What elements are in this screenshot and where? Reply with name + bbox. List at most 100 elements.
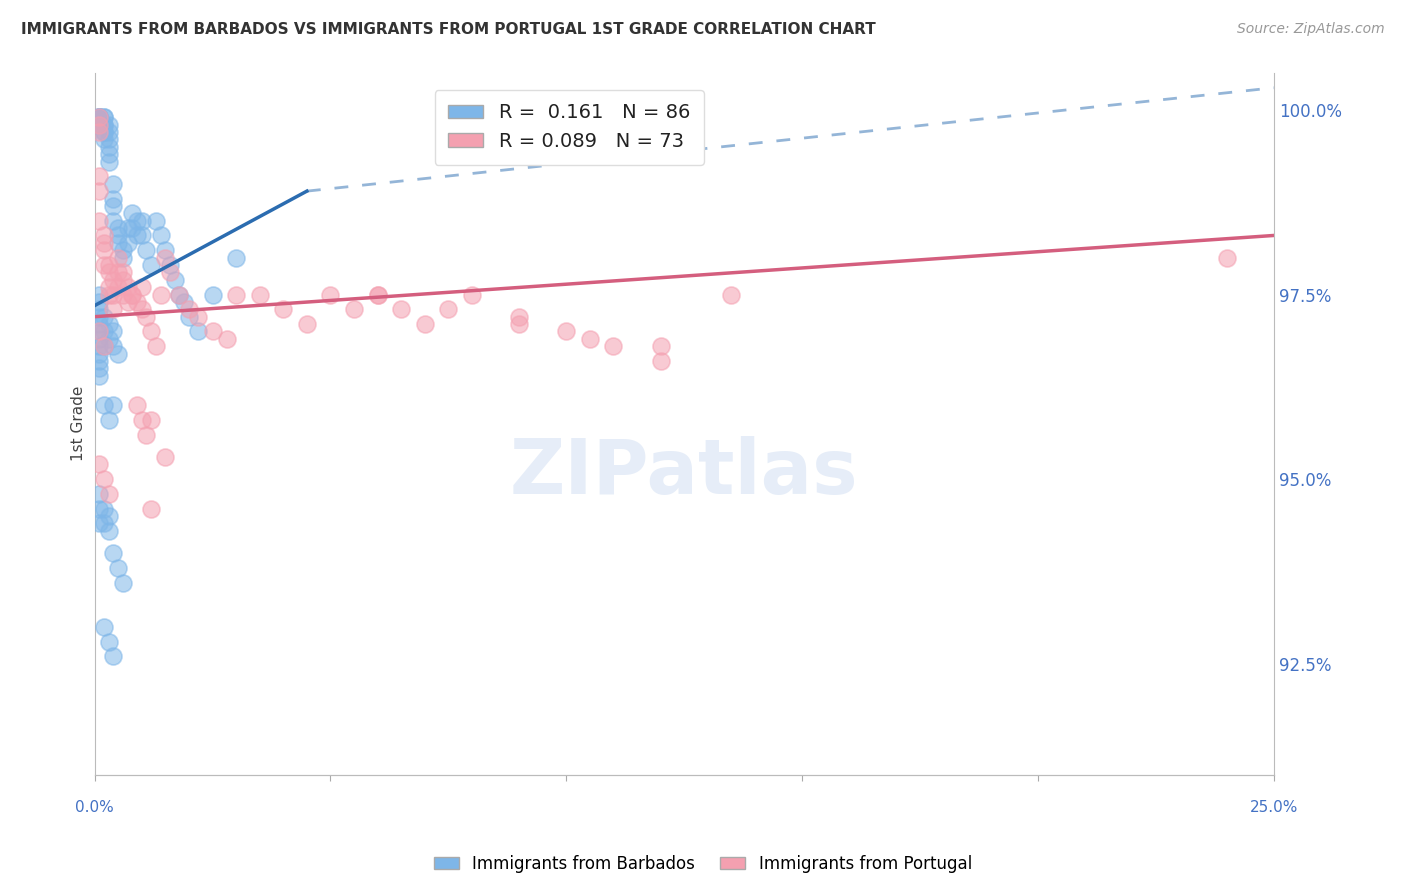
Point (93, 132, 115, 146)
Point (89, 346, 111, 360)
Point (89, 118, 111, 132)
Point (93, 125, 115, 139)
Point (93, 325, 115, 339)
Point (117, 221, 139, 235)
Point (111, 273, 134, 287)
Point (97, 132, 120, 146)
Point (145, 339, 167, 353)
Point (169, 287, 191, 301)
Point (121, 206, 143, 220)
Point (389, 302, 412, 317)
Point (93, 244, 115, 258)
Point (461, 287, 484, 301)
Point (131, 302, 153, 317)
Point (97, 287, 120, 301)
Point (89, 110, 111, 124)
Point (159, 258, 181, 272)
Point (97, 524, 120, 538)
Point (93, 620, 115, 634)
Point (93, 258, 115, 272)
Point (159, 265, 181, 279)
Point (93, 118, 115, 132)
Point (135, 310, 157, 324)
Point (89, 354, 111, 368)
Point (103, 287, 125, 301)
Point (155, 450, 177, 464)
Point (103, 213, 125, 227)
Point (89, 213, 111, 227)
Point (131, 280, 153, 294)
Point (163, 273, 186, 287)
Point (89, 169, 111, 184)
Text: 0.0%: 0.0% (75, 799, 114, 814)
Point (89, 110, 111, 124)
Legend: Immigrants from Barbados, Immigrants from Portugal: Immigrants from Barbados, Immigrants fro… (427, 848, 979, 880)
Point (131, 413, 153, 427)
Point (111, 575, 134, 590)
Point (97, 487, 120, 501)
Text: Source: ZipAtlas.com: Source: ZipAtlas.com (1237, 22, 1385, 37)
Point (343, 302, 366, 317)
Point (579, 332, 602, 346)
Text: ZIPatlas: ZIPatlas (510, 436, 859, 510)
Point (249, 287, 271, 301)
Point (97, 140, 120, 154)
Point (225, 251, 247, 265)
Point (155, 251, 177, 265)
Point (93, 501, 115, 516)
Point (508, 317, 530, 331)
Point (107, 561, 129, 575)
Point (93, 516, 115, 531)
Point (89, 317, 111, 331)
Point (89, 368, 111, 383)
Point (89, 110, 111, 124)
Point (650, 339, 672, 353)
Point (111, 244, 134, 258)
Point (145, 213, 167, 227)
Point (97, 280, 120, 294)
Point (295, 317, 318, 331)
Point (602, 339, 624, 353)
Point (103, 302, 125, 317)
Point (93, 125, 115, 139)
Point (93, 235, 115, 250)
Point (131, 213, 153, 227)
Point (121, 287, 143, 301)
Point (89, 325, 111, 339)
Text: IMMIGRANTS FROM BARBADOS VS IMMIGRANTS FROM PORTUGAL 1ST GRADE CORRELATION CHART: IMMIGRANTS FROM BARBADOS VS IMMIGRANTS F… (21, 22, 876, 37)
Point (93, 110, 115, 124)
Point (319, 287, 342, 301)
Point (103, 398, 125, 412)
Point (413, 317, 436, 331)
Point (93, 472, 115, 486)
Point (89, 325, 111, 339)
Point (125, 398, 148, 412)
Point (97, 413, 120, 427)
Point (107, 280, 129, 294)
Point (93, 110, 115, 124)
Point (89, 361, 111, 376)
Point (107, 235, 129, 250)
Point (93, 228, 115, 243)
Point (89, 110, 111, 124)
Point (201, 287, 224, 301)
Point (89, 287, 111, 301)
Point (97, 125, 120, 139)
Point (103, 325, 125, 339)
Point (93, 310, 115, 324)
Point (135, 427, 157, 442)
Point (89, 125, 111, 139)
Point (97, 265, 120, 279)
Point (103, 546, 125, 560)
Point (149, 287, 172, 301)
Point (89, 310, 111, 324)
Point (125, 228, 148, 243)
Y-axis label: 1st Grade: 1st Grade (72, 386, 86, 461)
Point (125, 294, 148, 309)
Point (141, 501, 163, 516)
Point (121, 287, 143, 301)
Point (149, 228, 172, 243)
Point (97, 634, 120, 648)
Point (141, 413, 163, 427)
Point (201, 325, 224, 339)
